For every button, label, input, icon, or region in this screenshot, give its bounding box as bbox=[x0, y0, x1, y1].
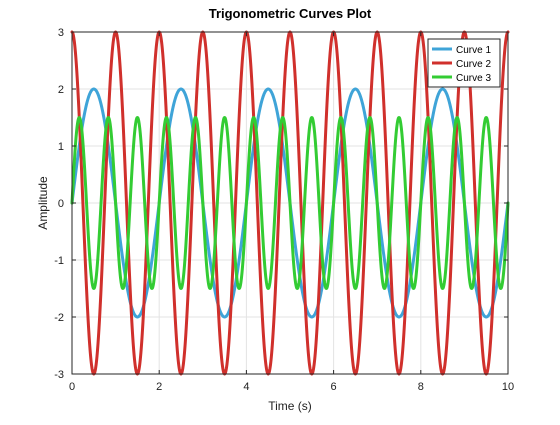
y-tick-label: 0 bbox=[58, 198, 64, 210]
y-tick-label: 3 bbox=[58, 27, 64, 39]
x-tick-label: 2 bbox=[156, 381, 162, 393]
legend: Curve 1 Curve 2 Curve 3 bbox=[427, 38, 501, 88]
x-tick-label: 8 bbox=[418, 381, 424, 393]
x-axis-label: Time (s) bbox=[268, 399, 312, 413]
y-tick-label: -2 bbox=[54, 312, 64, 324]
y-tick-label: -3 bbox=[54, 369, 64, 381]
legend-label: Curve 2 bbox=[456, 59, 491, 70]
y-tick-label: 2 bbox=[58, 84, 64, 96]
x-tick-label: 0 bbox=[69, 381, 75, 393]
x-tick-label: 4 bbox=[243, 381, 249, 393]
y-tick-label: -1 bbox=[54, 255, 64, 267]
legend-label: Curve 1 bbox=[456, 45, 491, 56]
chart-title: Trigonometric Curves Plot bbox=[209, 6, 372, 21]
series-line-curve-3 bbox=[70, 116, 510, 290]
y-tick-label: 1 bbox=[58, 141, 64, 153]
legend-label: Curve 3 bbox=[456, 73, 491, 84]
axis-ticks: 0 2 4 6 8 10 -3 -2 -1 0 1 2 3 bbox=[54, 27, 514, 393]
x-tick-label: 6 bbox=[331, 381, 337, 393]
y-axis-label: Amplitude bbox=[36, 176, 50, 230]
x-tick-label: 10 bbox=[502, 381, 514, 393]
